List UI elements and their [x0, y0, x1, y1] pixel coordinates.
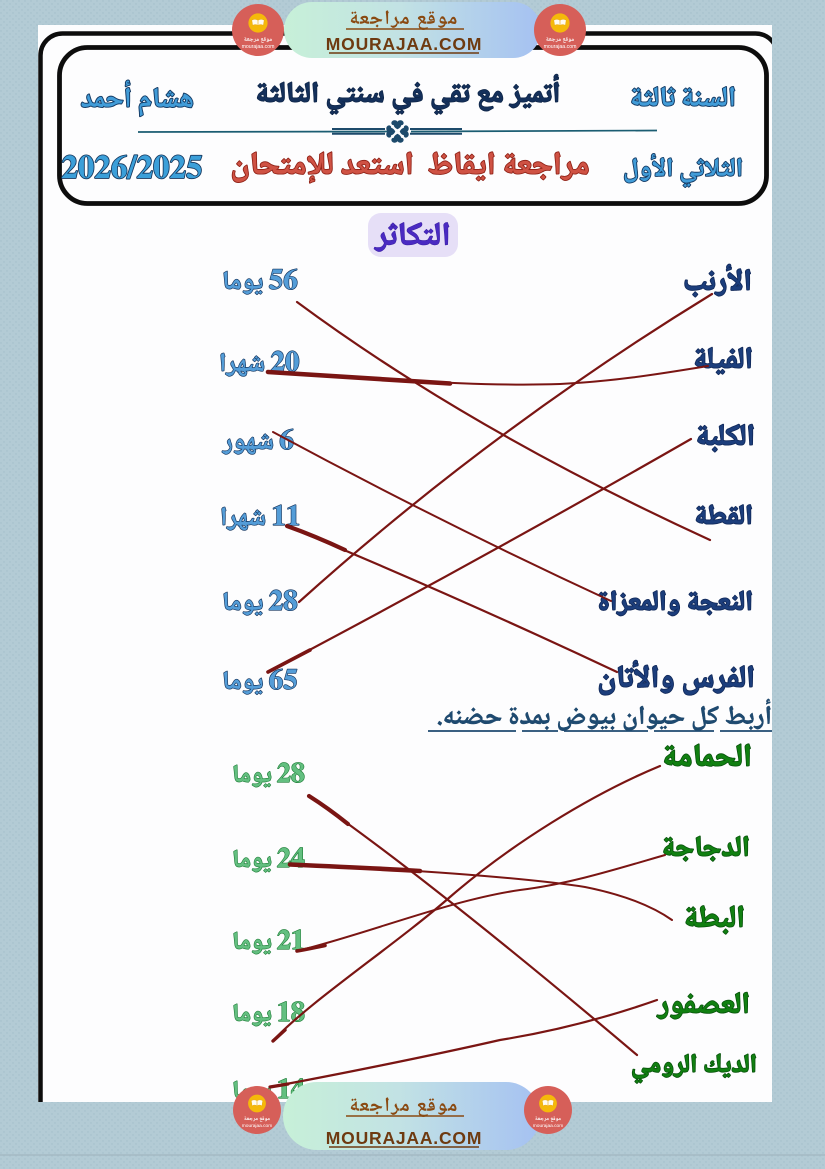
- svg-text:mourajaa.com: mourajaa.com: [242, 44, 275, 50]
- svg-text:MOURAJAA.COM: MOURAJAA.COM: [326, 34, 482, 54]
- svg-text:MOURAJAA.COM: MOURAJAA.COM: [326, 1128, 482, 1148]
- svg-text:mourajaa.com: mourajaa.com: [242, 1123, 272, 1129]
- svg-text:mourajaa.com: mourajaa.com: [544, 44, 577, 50]
- svg-text:mourajaa.com: mourajaa.com: [533, 1123, 563, 1129]
